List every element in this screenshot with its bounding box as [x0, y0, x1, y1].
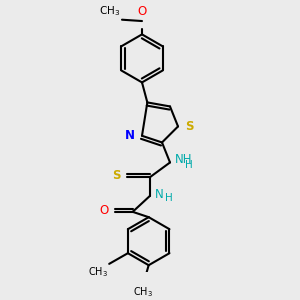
Text: O: O: [99, 204, 109, 217]
Text: N: N: [155, 188, 164, 201]
Text: N: N: [125, 129, 135, 142]
Text: CH$_3$: CH$_3$: [99, 4, 121, 18]
Text: CH$_3$: CH$_3$: [133, 285, 153, 299]
Text: NH: NH: [176, 153, 193, 166]
Text: O: O: [137, 5, 147, 18]
Text: H: H: [185, 160, 192, 170]
Text: H: H: [165, 194, 172, 203]
Text: S: S: [185, 120, 193, 133]
Text: CH$_3$: CH$_3$: [88, 265, 108, 279]
Text: S: S: [112, 169, 121, 182]
